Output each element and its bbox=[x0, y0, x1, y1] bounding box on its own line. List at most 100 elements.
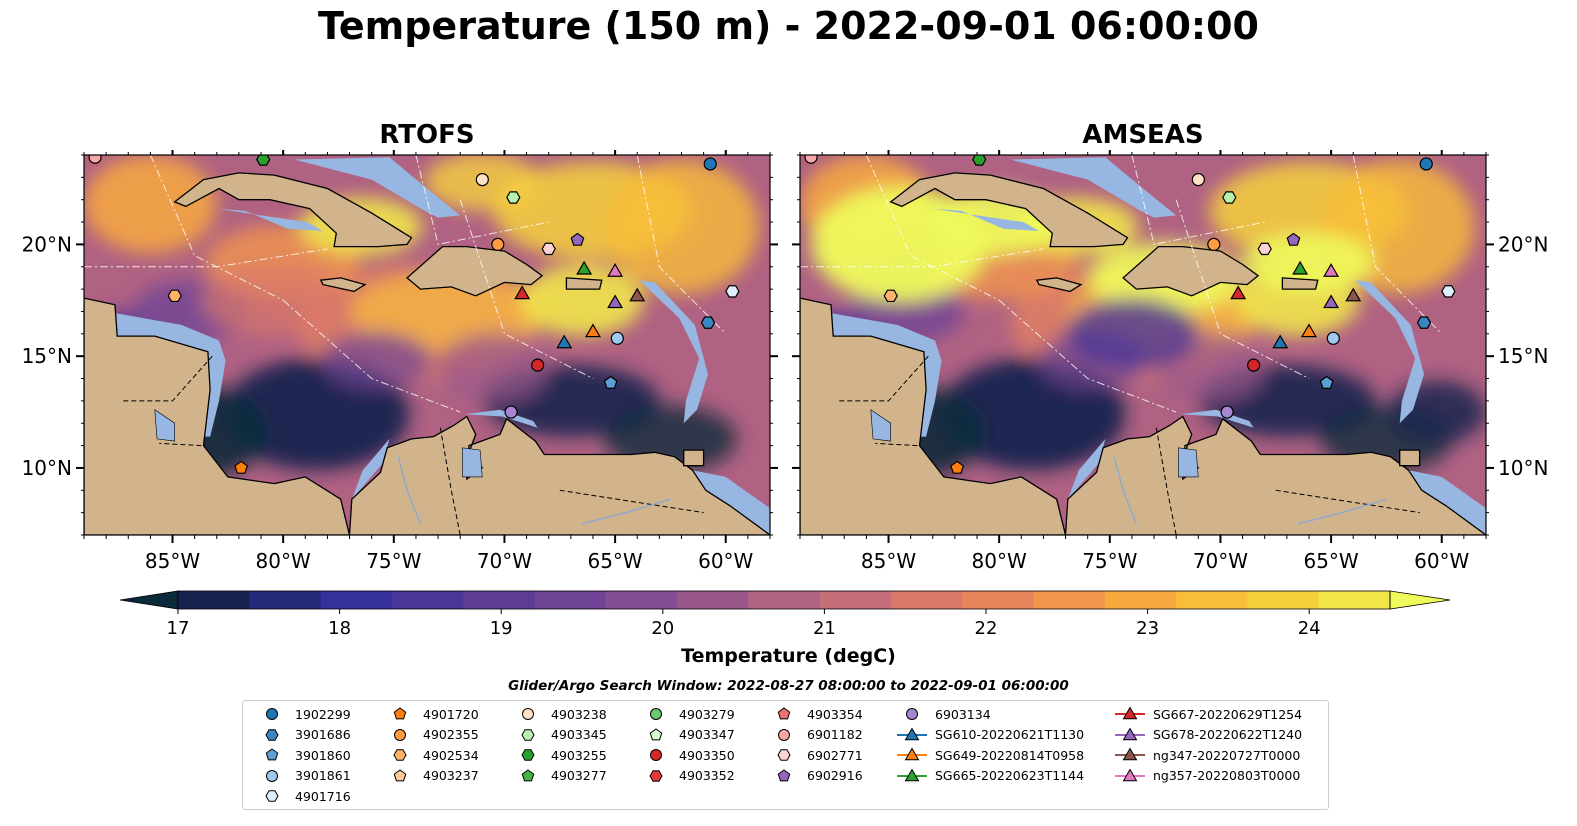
temperature-blob bbox=[349, 271, 549, 352]
triangle-marker-icon bbox=[1115, 768, 1145, 781]
legend-item: 6903134 bbox=[895, 705, 991, 723]
legend-shape bbox=[777, 749, 791, 761]
shallow-bahamas bbox=[294, 157, 461, 218]
triangle-marker-icon bbox=[1115, 747, 1145, 761]
legend: 1902299 3901686 3901860 3901861 4901716 49017… bbox=[242, 700, 1329, 810]
map-content bbox=[84, 155, 770, 535]
obs-marker-SG678-20220622T1240 bbox=[607, 294, 624, 309]
obs-marker-SG665-20220623T1144 bbox=[1292, 260, 1309, 275]
map-panel-rtofs: 85°W 80°W 75°W 70°W 65°W 60°W 10°N 15°N 20°N bbox=[22, 150, 778, 573]
circle-marker-icon bbox=[266, 708, 278, 720]
obs-marker-6902916 bbox=[570, 232, 585, 246]
shallow-colombia bbox=[1067, 438, 1106, 500]
eez-line bbox=[998, 299, 1177, 413]
map-panel-amseas: 85°W 80°W 75°W 70°W 65°W 60°W 10°N 15°N 20°N bbox=[792, 150, 1548, 573]
legend-item: 6901182 bbox=[767, 726, 863, 744]
legend-item: 4903350 bbox=[639, 746, 735, 764]
x-tick-label: 80°W bbox=[972, 549, 1027, 573]
lake-maracaibo bbox=[1178, 447, 1199, 478]
legend-shape bbox=[265, 790, 279, 802]
shallow-bahamas bbox=[1010, 157, 1177, 218]
legend-item-label: SG610-20220621T1130 bbox=[935, 727, 1085, 742]
pentagon-marker-icon bbox=[777, 707, 791, 720]
eez-line bbox=[865, 155, 1000, 301]
legend-item: 4901720 bbox=[383, 705, 479, 723]
obs-marker-ng347-20220727T0000 bbox=[1345, 287, 1362, 302]
legend-item: SG667-20220629T1254 bbox=[1113, 705, 1302, 723]
legend-circle bbox=[650, 749, 662, 761]
legend-item-label: 4902355 bbox=[423, 727, 479, 742]
obs-marker-3901686 bbox=[1416, 316, 1432, 329]
obs-marker-SG649-20220814T0958 bbox=[1301, 323, 1317, 338]
temperature-field bbox=[84, 155, 759, 477]
colorbar-label: Temperature (degC) bbox=[681, 645, 896, 667]
obs-marker-ng357-20220803T0000 bbox=[1323, 263, 1340, 277]
obs-marker-4901720 bbox=[950, 460, 965, 474]
colorbar-segment bbox=[1318, 591, 1391, 609]
land-centralAmerica bbox=[800, 297, 1067, 535]
obs-marker-4903255 bbox=[972, 155, 987, 166]
pentagon-marker-icon bbox=[777, 768, 791, 781]
colorbar-tick-label: 22 bbox=[975, 618, 998, 639]
obs-marker-3901860 bbox=[603, 375, 618, 389]
legend-circle bbox=[266, 769, 278, 782]
legend-item-label: 3901686 bbox=[295, 727, 351, 742]
shallow-guianas bbox=[692, 470, 770, 535]
legend-item-label: 4903255 bbox=[551, 747, 607, 763]
y-tick-label: 10°N bbox=[22, 456, 72, 480]
legend-shape bbox=[265, 748, 279, 761]
legend-item: SG678-20220622T1240 bbox=[1113, 726, 1302, 744]
colorbar-segment bbox=[677, 591, 749, 609]
land-jamaica bbox=[319, 277, 367, 293]
pentagon-marker-icon bbox=[649, 727, 663, 740]
legend-shape bbox=[1122, 727, 1138, 740]
legend-shape bbox=[393, 749, 407, 761]
legend-shape bbox=[521, 768, 535, 781]
legend-item: ng347-20220727T0000 bbox=[1113, 746, 1300, 764]
border-line bbox=[875, 442, 918, 447]
legend-shape bbox=[393, 768, 407, 781]
legend-circle bbox=[266, 708, 278, 720]
legend-item-label: 3901861 bbox=[295, 768, 351, 783]
land-puertoRico bbox=[565, 277, 603, 290]
eez-line bbox=[800, 248, 1044, 268]
legend-item: ng357-20220803T0000 bbox=[1113, 767, 1300, 785]
colorbar-extend-low bbox=[119, 590, 179, 610]
legend-item: 4903354 bbox=[767, 705, 863, 723]
colorbar-segment bbox=[605, 591, 678, 609]
x-tick-label: 85°W bbox=[145, 549, 200, 573]
legend-shape bbox=[393, 707, 407, 720]
eez-line bbox=[415, 155, 549, 245]
river bbox=[397, 456, 422, 525]
colorbar-segment bbox=[463, 591, 535, 609]
obs-marker-6903134 bbox=[504, 405, 518, 419]
obs-marker-4903350 bbox=[1247, 358, 1261, 372]
legend-item-label: SG665-20220623T1144 bbox=[935, 768, 1085, 783]
colorbar-segment bbox=[249, 591, 322, 609]
legend-shape bbox=[904, 727, 920, 740]
legend-item: SG610-20220621T1130 bbox=[895, 726, 1084, 744]
legend-shape bbox=[777, 707, 791, 720]
legend-item-label: SG649-20220814T0958 bbox=[935, 747, 1085, 763]
land-southAmerica bbox=[1064, 415, 1486, 535]
obs-marker-SG667-20220629T1254 bbox=[514, 285, 531, 300]
legend-item-label: ng347-20220727T0000 bbox=[1153, 747, 1301, 763]
legend-item-label: 6903134 bbox=[935, 706, 991, 722]
obs-marker-SG667-20220629T1254 bbox=[1230, 285, 1247, 300]
legend-item: 4903347 bbox=[639, 726, 735, 744]
colorbar-tick-label: 20 bbox=[651, 618, 674, 639]
map-frame bbox=[799, 154, 1487, 536]
legend-item-label: 6901182 bbox=[807, 727, 863, 742]
x-tick-label: 70°W bbox=[1193, 549, 1248, 573]
legend-item: 3901686 bbox=[255, 726, 351, 744]
shallow-colombia bbox=[351, 438, 390, 500]
land-puertoRico bbox=[1281, 277, 1319, 290]
colorbar-segment bbox=[890, 591, 963, 609]
colorbar-segment bbox=[391, 591, 464, 609]
panel-title-amseas: AMSEAS bbox=[1082, 120, 1204, 150]
legend-title: Glider/Argo Search Window: 2022-08-27 08… bbox=[508, 678, 1069, 694]
obs-marker-4901716 bbox=[1441, 285, 1456, 298]
shallow-lesserAntilles bbox=[639, 280, 708, 424]
colorbar-segment bbox=[1104, 591, 1177, 609]
legend-shape bbox=[265, 728, 279, 741]
